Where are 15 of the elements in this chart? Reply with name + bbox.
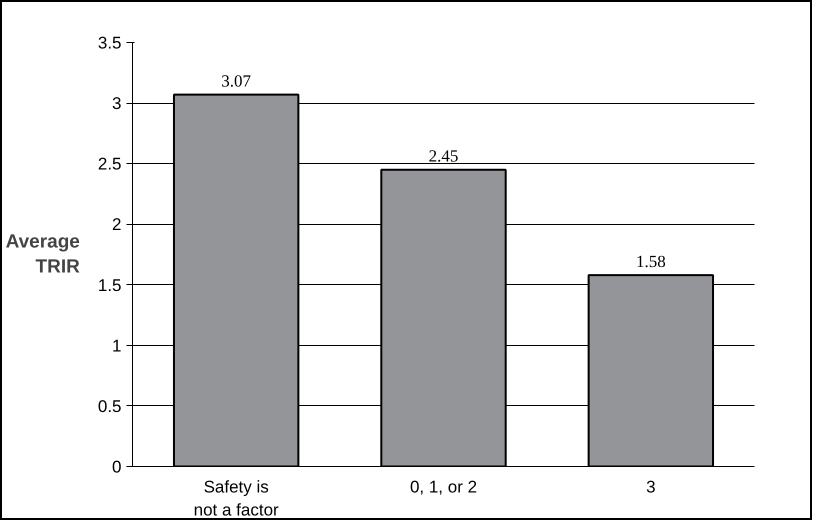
y-tick-label: 3.5 <box>98 34 122 52</box>
y-tick-label: 2 <box>112 215 122 234</box>
y-tick-label: 0 <box>112 458 122 476</box>
x-tick-label: Safety is not a factor <box>194 478 280 520</box>
data-label: 3.07 <box>221 72 252 91</box>
data-label: 2.45 <box>428 146 458 166</box>
data-label: 1.58 <box>636 252 666 272</box>
y-tick-label: 1 <box>112 336 122 356</box>
y-tick-label: 0.5 <box>98 396 122 416</box>
y-axis-title: Average TRIR <box>6 231 80 278</box>
x-tick-label: 0, 1, or 2 <box>410 478 478 496</box>
x-tick-label: 3 <box>646 478 656 496</box>
y-tick-label: 1.5 <box>98 276 122 295</box>
y-tick-label: 3 <box>112 94 122 114</box>
y-tick-label: 2.5 <box>98 154 122 174</box>
